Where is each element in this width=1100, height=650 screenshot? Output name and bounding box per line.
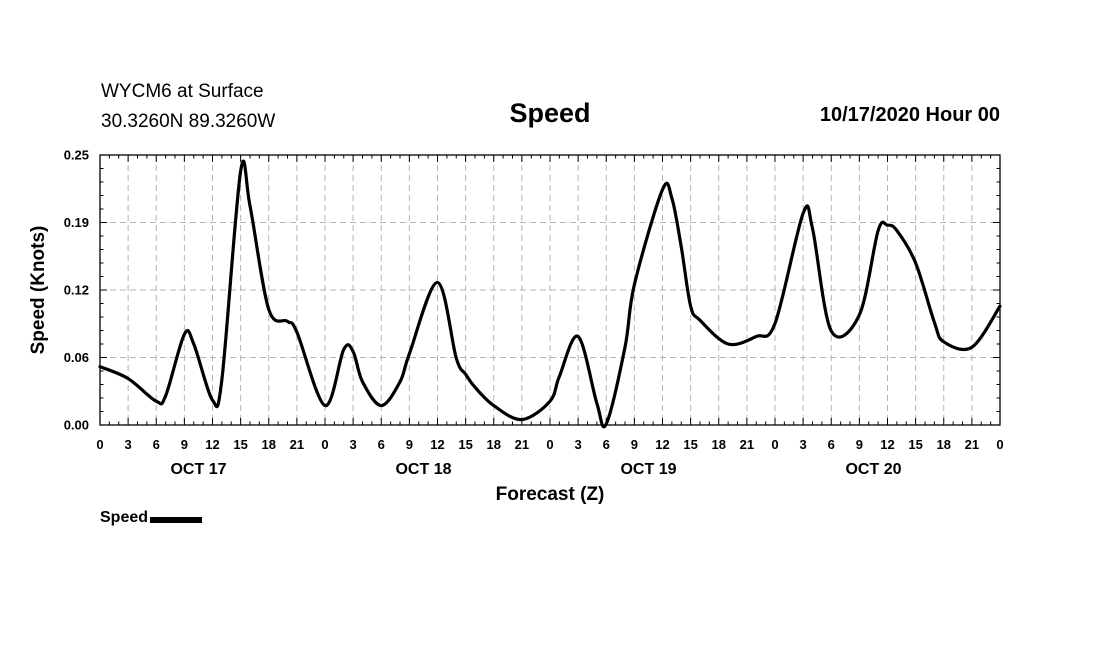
station-info: WYCM6 at Surface 30.3260N 89.3260W bbox=[101, 77, 275, 137]
x-tick-label: 0 bbox=[771, 437, 778, 452]
x-tick-label: 21 bbox=[290, 437, 304, 452]
plot-frame bbox=[99, 154, 1001, 426]
x-tick-label: 15 bbox=[233, 437, 247, 452]
station-name: WYCM6 at Surface bbox=[101, 81, 264, 102]
day-label: OCT 18 bbox=[395, 461, 451, 478]
x-tick-label: 3 bbox=[800, 437, 807, 452]
day-label: OCT 20 bbox=[845, 461, 901, 478]
x-tick-label: 18 bbox=[937, 437, 951, 452]
station-coords: 30.3260N 89.3260W bbox=[101, 111, 276, 132]
day-label: OCT 19 bbox=[620, 461, 676, 478]
x-tick-label: 9 bbox=[181, 437, 188, 452]
legend-swatch-speed bbox=[150, 516, 203, 523]
y-axis-title: Speed (Knots) bbox=[28, 226, 49, 355]
forecast-datetime: 10/17/2020 Hour 00 bbox=[819, 104, 1000, 126]
x-tick-label: 18 bbox=[262, 437, 276, 452]
x-axis-title: Forecast (Z) bbox=[496, 484, 605, 505]
x-tick-label: 21 bbox=[965, 437, 979, 452]
x-tick-label: 6 bbox=[153, 437, 160, 452]
x-tick-label: 21 bbox=[740, 437, 754, 452]
day-label: OCT 17 bbox=[170, 461, 226, 478]
x-tick-label: 3 bbox=[350, 437, 357, 452]
x-tick-label: 6 bbox=[603, 437, 610, 452]
x-tick-label: 3 bbox=[575, 437, 582, 452]
x-tick-label: 18 bbox=[487, 437, 501, 452]
x-tick-label: 0 bbox=[96, 437, 103, 452]
x-tick-label: 15 bbox=[458, 437, 472, 452]
x-tick-label: 15 bbox=[683, 437, 697, 452]
x-tick-label: 12 bbox=[655, 437, 669, 452]
x-tick-label: 12 bbox=[880, 437, 894, 452]
y-tick-label: 0.06 bbox=[64, 350, 89, 365]
x-tick-label: 9 bbox=[406, 437, 413, 452]
x-tick-label: 3 bbox=[125, 437, 132, 452]
x-tick-label: 0 bbox=[996, 437, 1003, 452]
x-tick-label: 0 bbox=[546, 437, 553, 452]
y-tick-label: 0.12 bbox=[64, 283, 89, 298]
x-tick-label: 0 bbox=[321, 437, 328, 452]
x-tick-label: 12 bbox=[205, 437, 219, 452]
x-tick-label: 18 bbox=[712, 437, 726, 452]
x-tick-label: 21 bbox=[515, 437, 529, 452]
x-tick-label: 9 bbox=[631, 437, 638, 452]
y-tick-label: 0.19 bbox=[64, 215, 89, 230]
x-tick-label: 9 bbox=[856, 437, 863, 452]
x-tick-label: 12 bbox=[430, 437, 444, 452]
y-tick-label: 0.25 bbox=[64, 148, 89, 163]
legend-label-speed: Speed bbox=[100, 509, 149, 526]
x-tick-label: 6 bbox=[378, 437, 385, 452]
x-tick-label: 15 bbox=[908, 437, 922, 452]
x-tick-label: 6 bbox=[828, 437, 835, 452]
legend: Speed bbox=[100, 509, 203, 527]
chart-title: Speed bbox=[509, 98, 591, 128]
y-tick-label: 0.00 bbox=[64, 418, 89, 433]
series-line-speed bbox=[98, 159, 1002, 429]
